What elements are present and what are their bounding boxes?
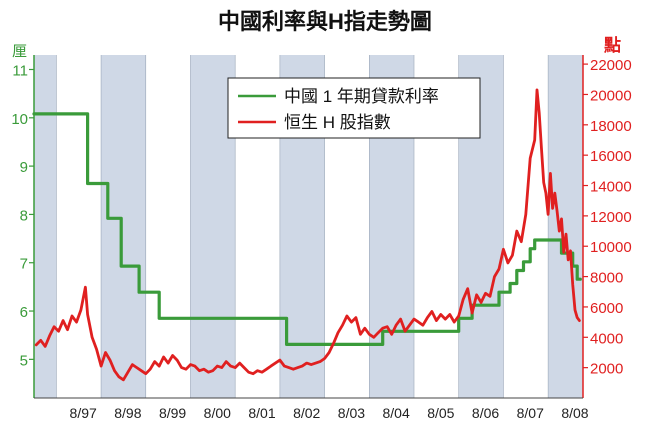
shaded-band <box>101 55 146 398</box>
legend-box <box>227 77 481 139</box>
left-axis: 5 6 7 8 9 10 11 <box>11 55 35 398</box>
x-tick-label: 8/01 <box>248 405 275 421</box>
right-tick-label: 14000 <box>590 179 632 196</box>
legend-label: 恒生 H 股指數 <box>284 113 391 132</box>
right-tick-label: 2000 <box>590 361 623 378</box>
x-tick-label: 8/08 <box>561 405 588 421</box>
left-axis-unit-label: 厘 <box>12 43 27 60</box>
x-axis: 8/97 8/98 8/99 8/00 8/01 8/02 8/03 8/04 8/05 8/06… <box>34 397 589 421</box>
right-tick-label: 12000 <box>590 209 632 226</box>
x-tick-label: 8/02 <box>293 405 320 421</box>
x-tick-label: 8/06 <box>472 405 499 421</box>
right-axis: 2000 4000 6000 8000 10000 12000 14000 16000 1800… <box>582 55 632 398</box>
series-lines <box>32 88 582 382</box>
x-tick-label: 8/03 <box>338 405 365 421</box>
x-tick-label: 8/05 <box>427 405 454 421</box>
right-tick-label: 22000 <box>590 57 632 74</box>
left-tick-label: 10 <box>11 111 28 128</box>
right-tick-label: 6000 <box>590 300 623 317</box>
x-tick-label: 8/97 <box>70 405 97 421</box>
chart-title: 中國利率與H指走勢圖 <box>218 9 432 34</box>
left-tick-label: 7 <box>20 256 28 273</box>
right-tick-label: 18000 <box>590 118 632 135</box>
left-tick-label: 6 <box>20 304 28 321</box>
right-tick-label: 16000 <box>590 148 632 165</box>
x-tick-label: 8/98 <box>114 405 141 421</box>
right-tick-label: 8000 <box>590 270 623 287</box>
shaded-band <box>548 55 583 398</box>
right-tick-label: 10000 <box>590 239 632 256</box>
right-tick-label: 4000 <box>590 330 623 347</box>
x-tick-label: 8/99 <box>159 405 186 421</box>
left-tick-label: 5 <box>20 352 28 369</box>
index-series-line <box>34 88 581 382</box>
x-tick-label: 8/00 <box>204 405 231 421</box>
right-axis-unit-label: 點 <box>603 35 621 55</box>
right-tick-label: 20000 <box>590 87 632 104</box>
legend-label: 中國 1 年期貸款利率 <box>284 87 439 106</box>
x-tick-label: 8/04 <box>383 405 410 421</box>
left-tick-label: 8 <box>20 207 28 224</box>
x-tick-label: 8/07 <box>517 405 544 421</box>
left-tick-label: 11 <box>12 62 28 79</box>
shaded-band <box>34 55 57 398</box>
left-tick-label: 9 <box>20 159 28 176</box>
